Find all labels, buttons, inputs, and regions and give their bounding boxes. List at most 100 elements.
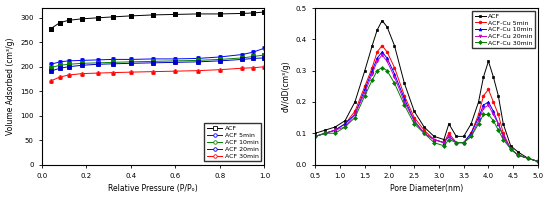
ACF 20min [261,57,268,59]
ACF 10min [261,54,268,56]
ACF-Cu 20min [475,120,482,122]
ACF-Cu 30min [351,116,358,119]
ACF-Cu 5min [485,88,492,91]
ACF 20min [194,61,201,63]
ACF-Cu 5min [351,110,358,113]
ACF-Cu 30min [515,154,522,156]
Line: ACF 30min: ACF 30min [49,65,266,83]
ACF 30min [261,65,268,68]
Line: ACF 20min: ACF 20min [49,56,266,73]
ACF-Cu 10min [525,157,531,159]
ACF 10min [172,60,179,62]
ACF-Cu 5min [421,129,428,131]
Line: ACF 5min: ACF 5min [49,46,266,66]
ACF [475,101,482,103]
ACF 10min [128,61,135,63]
ACF 30min [110,71,116,74]
ACF-Cu 30min [322,132,328,135]
ACF-Cu 10min [441,141,447,144]
ACF-Cu 30min [441,145,447,147]
ACF-Cu 5min [490,101,497,103]
ACF [79,18,85,20]
ACF 30min [65,74,72,76]
ACF-Cu 5min [461,141,467,144]
ACF 30min [250,66,256,69]
ACF-Cu 20min [446,135,452,138]
ACF-Cu 10min [391,73,398,75]
Legend: ACF, ACF-Cu 5min, ACF-Cu 10min, ACF-Cu 20min, ACF-Cu 30min: ACF, ACF-Cu 5min, ACF-Cu 10min, ACF-Cu 2… [472,11,535,48]
ACF-Cu 5min [361,85,368,88]
ACF-Cu 20min [441,141,447,144]
ACF-Cu 20min [468,135,474,138]
Y-axis label: Volume Adsorbed (cm³/g): Volume Adsorbed (cm³/g) [5,38,15,135]
ACF 10min [65,63,72,65]
ACF-Cu 20min [322,132,328,135]
ACF [261,11,268,13]
ACF-Cu 30min [384,69,390,72]
ACF-Cu 5min [475,113,482,116]
ACF-Cu 30min [361,95,368,97]
ACF-Cu 20min [332,129,338,131]
ACF [128,15,135,17]
Line: ACF: ACF [314,19,539,163]
ACF-Cu 5min [369,66,376,69]
ACF-Cu 10min [507,148,514,150]
ACF-Cu 5min [332,129,338,131]
ACF-Cu 10min [495,123,502,125]
ACF [351,101,358,103]
ACF-Cu 5min [312,135,318,138]
ACF-Cu 30min [535,160,541,163]
ACF 5min [79,59,85,61]
ACF-Cu 30min [312,135,318,138]
ACF 5min [128,58,135,61]
ACF-Cu 10min [468,132,474,135]
ACF-Cu 10min [421,132,428,135]
Line: ACF-Cu 5min: ACF-Cu 5min [314,44,539,163]
ACF [500,123,507,125]
ACF-Cu 30min [453,141,460,144]
ACF 5min [239,53,245,56]
ACF-Cu 20min [411,120,418,122]
Line: ACF 10min: ACF 10min [49,53,266,69]
ACF-Cu 10min [461,141,467,144]
ACF 10min [150,60,156,62]
ACF-Cu 20min [500,135,507,138]
ACF-Cu 30min [468,135,474,138]
ACF-Cu 30min [421,132,428,135]
ACF 30min [94,72,101,74]
ACF-Cu 20min [379,54,385,56]
ACF-Cu 10min [431,138,438,141]
ACF 10min [79,62,85,64]
ACF [172,13,179,16]
ACF [490,76,497,78]
ACF-Cu 5min [411,116,418,119]
ACF-Cu 30min [341,126,348,128]
ACF 30min [194,69,201,72]
ACF-Cu 30min [490,120,497,122]
ACF-Cu 20min [391,76,398,78]
ACF [332,126,338,128]
ACF 20min [250,57,256,60]
ACF-Cu 5min [431,138,438,141]
ACF-Cu 20min [384,60,390,62]
Line: ACF-Cu 20min: ACF-Cu 20min [314,54,539,163]
ACF-Cu 20min [495,123,502,125]
ACF 20min [57,67,63,69]
ACF-Cu 5min [379,44,385,47]
ACF 5min [261,47,268,49]
ACF-Cu 30min [401,104,408,106]
Line: ACF-Cu 10min: ACF-Cu 10min [314,51,539,163]
ACF-Cu 10min [379,51,385,53]
ACF-Cu 5min [535,160,541,163]
ACF [341,120,348,122]
ACF 10min [110,61,116,63]
ACF [401,82,408,84]
ACF-Cu 10min [500,135,507,138]
ACF-Cu 30min [500,138,507,141]
ACF-Cu 20min [525,157,531,159]
ACF-Cu 10min [411,120,418,122]
ACF 30min [239,67,245,69]
ACF-Cu 10min [515,154,522,156]
ACF-Cu 30min [369,79,376,81]
ACF 5min [250,51,256,53]
